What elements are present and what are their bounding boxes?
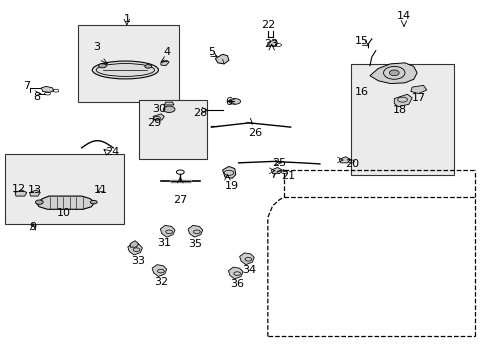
Ellipse shape	[92, 61, 158, 79]
Text: 20: 20	[345, 159, 359, 169]
Ellipse shape	[99, 64, 106, 68]
Text: 6: 6	[225, 97, 232, 107]
Text: 14: 14	[396, 12, 410, 21]
Polygon shape	[222, 166, 235, 178]
Polygon shape	[161, 60, 169, 66]
Polygon shape	[153, 114, 164, 120]
Polygon shape	[15, 190, 27, 196]
Ellipse shape	[388, 70, 398, 76]
Text: 27: 27	[173, 195, 187, 204]
Bar	[139, 100, 206, 158]
Polygon shape	[127, 243, 142, 255]
Text: 5: 5	[207, 47, 215, 57]
Polygon shape	[160, 225, 175, 237]
Text: 35: 35	[187, 239, 202, 249]
Text: 26: 26	[247, 128, 262, 138]
Text: 12: 12	[11, 184, 25, 194]
Text: 11: 11	[94, 185, 108, 195]
Polygon shape	[41, 86, 54, 93]
Polygon shape	[228, 267, 243, 279]
Text: 32: 32	[154, 277, 167, 287]
Ellipse shape	[90, 201, 97, 204]
Text: 24: 24	[105, 147, 119, 157]
Polygon shape	[152, 265, 166, 276]
Polygon shape	[393, 94, 411, 107]
Ellipse shape	[35, 200, 43, 204]
Polygon shape	[339, 157, 350, 163]
Polygon shape	[164, 102, 174, 105]
Text: 30: 30	[152, 104, 166, 113]
Text: 13: 13	[27, 185, 41, 195]
Ellipse shape	[163, 106, 175, 112]
Text: 4: 4	[163, 47, 170, 57]
Text: 28: 28	[192, 108, 206, 118]
Polygon shape	[239, 253, 254, 265]
Text: 17: 17	[411, 93, 425, 103]
Polygon shape	[36, 196, 95, 209]
Text: 3: 3	[93, 42, 100, 52]
Text: 18: 18	[392, 105, 407, 115]
Ellipse shape	[228, 99, 240, 104]
Polygon shape	[30, 190, 40, 196]
Text: 29: 29	[147, 118, 162, 128]
Text: 21: 21	[281, 171, 295, 181]
Polygon shape	[130, 241, 138, 247]
Text: 9: 9	[29, 222, 37, 232]
Text: 10: 10	[57, 208, 70, 218]
Text: 36: 36	[230, 279, 244, 289]
Text: 1: 1	[123, 14, 130, 24]
Polygon shape	[271, 167, 282, 174]
Bar	[351, 64, 453, 175]
Text: 19: 19	[225, 181, 239, 192]
Text: 16: 16	[354, 87, 368, 98]
Text: 8: 8	[33, 92, 40, 102]
Polygon shape	[410, 85, 426, 94]
Text: 33: 33	[131, 256, 145, 266]
Ellipse shape	[144, 64, 151, 68]
Text: 15: 15	[354, 36, 368, 46]
Bar	[78, 25, 179, 102]
Bar	[5, 154, 124, 224]
Polygon shape	[188, 225, 202, 237]
Text: 22: 22	[260, 19, 274, 30]
Polygon shape	[215, 54, 228, 64]
Text: 25: 25	[272, 158, 286, 168]
Text: 34: 34	[242, 265, 256, 275]
Polygon shape	[267, 40, 277, 46]
Text: 7: 7	[23, 81, 30, 91]
Polygon shape	[369, 63, 416, 84]
Text: 23: 23	[264, 39, 278, 49]
Text: 31: 31	[157, 238, 171, 248]
